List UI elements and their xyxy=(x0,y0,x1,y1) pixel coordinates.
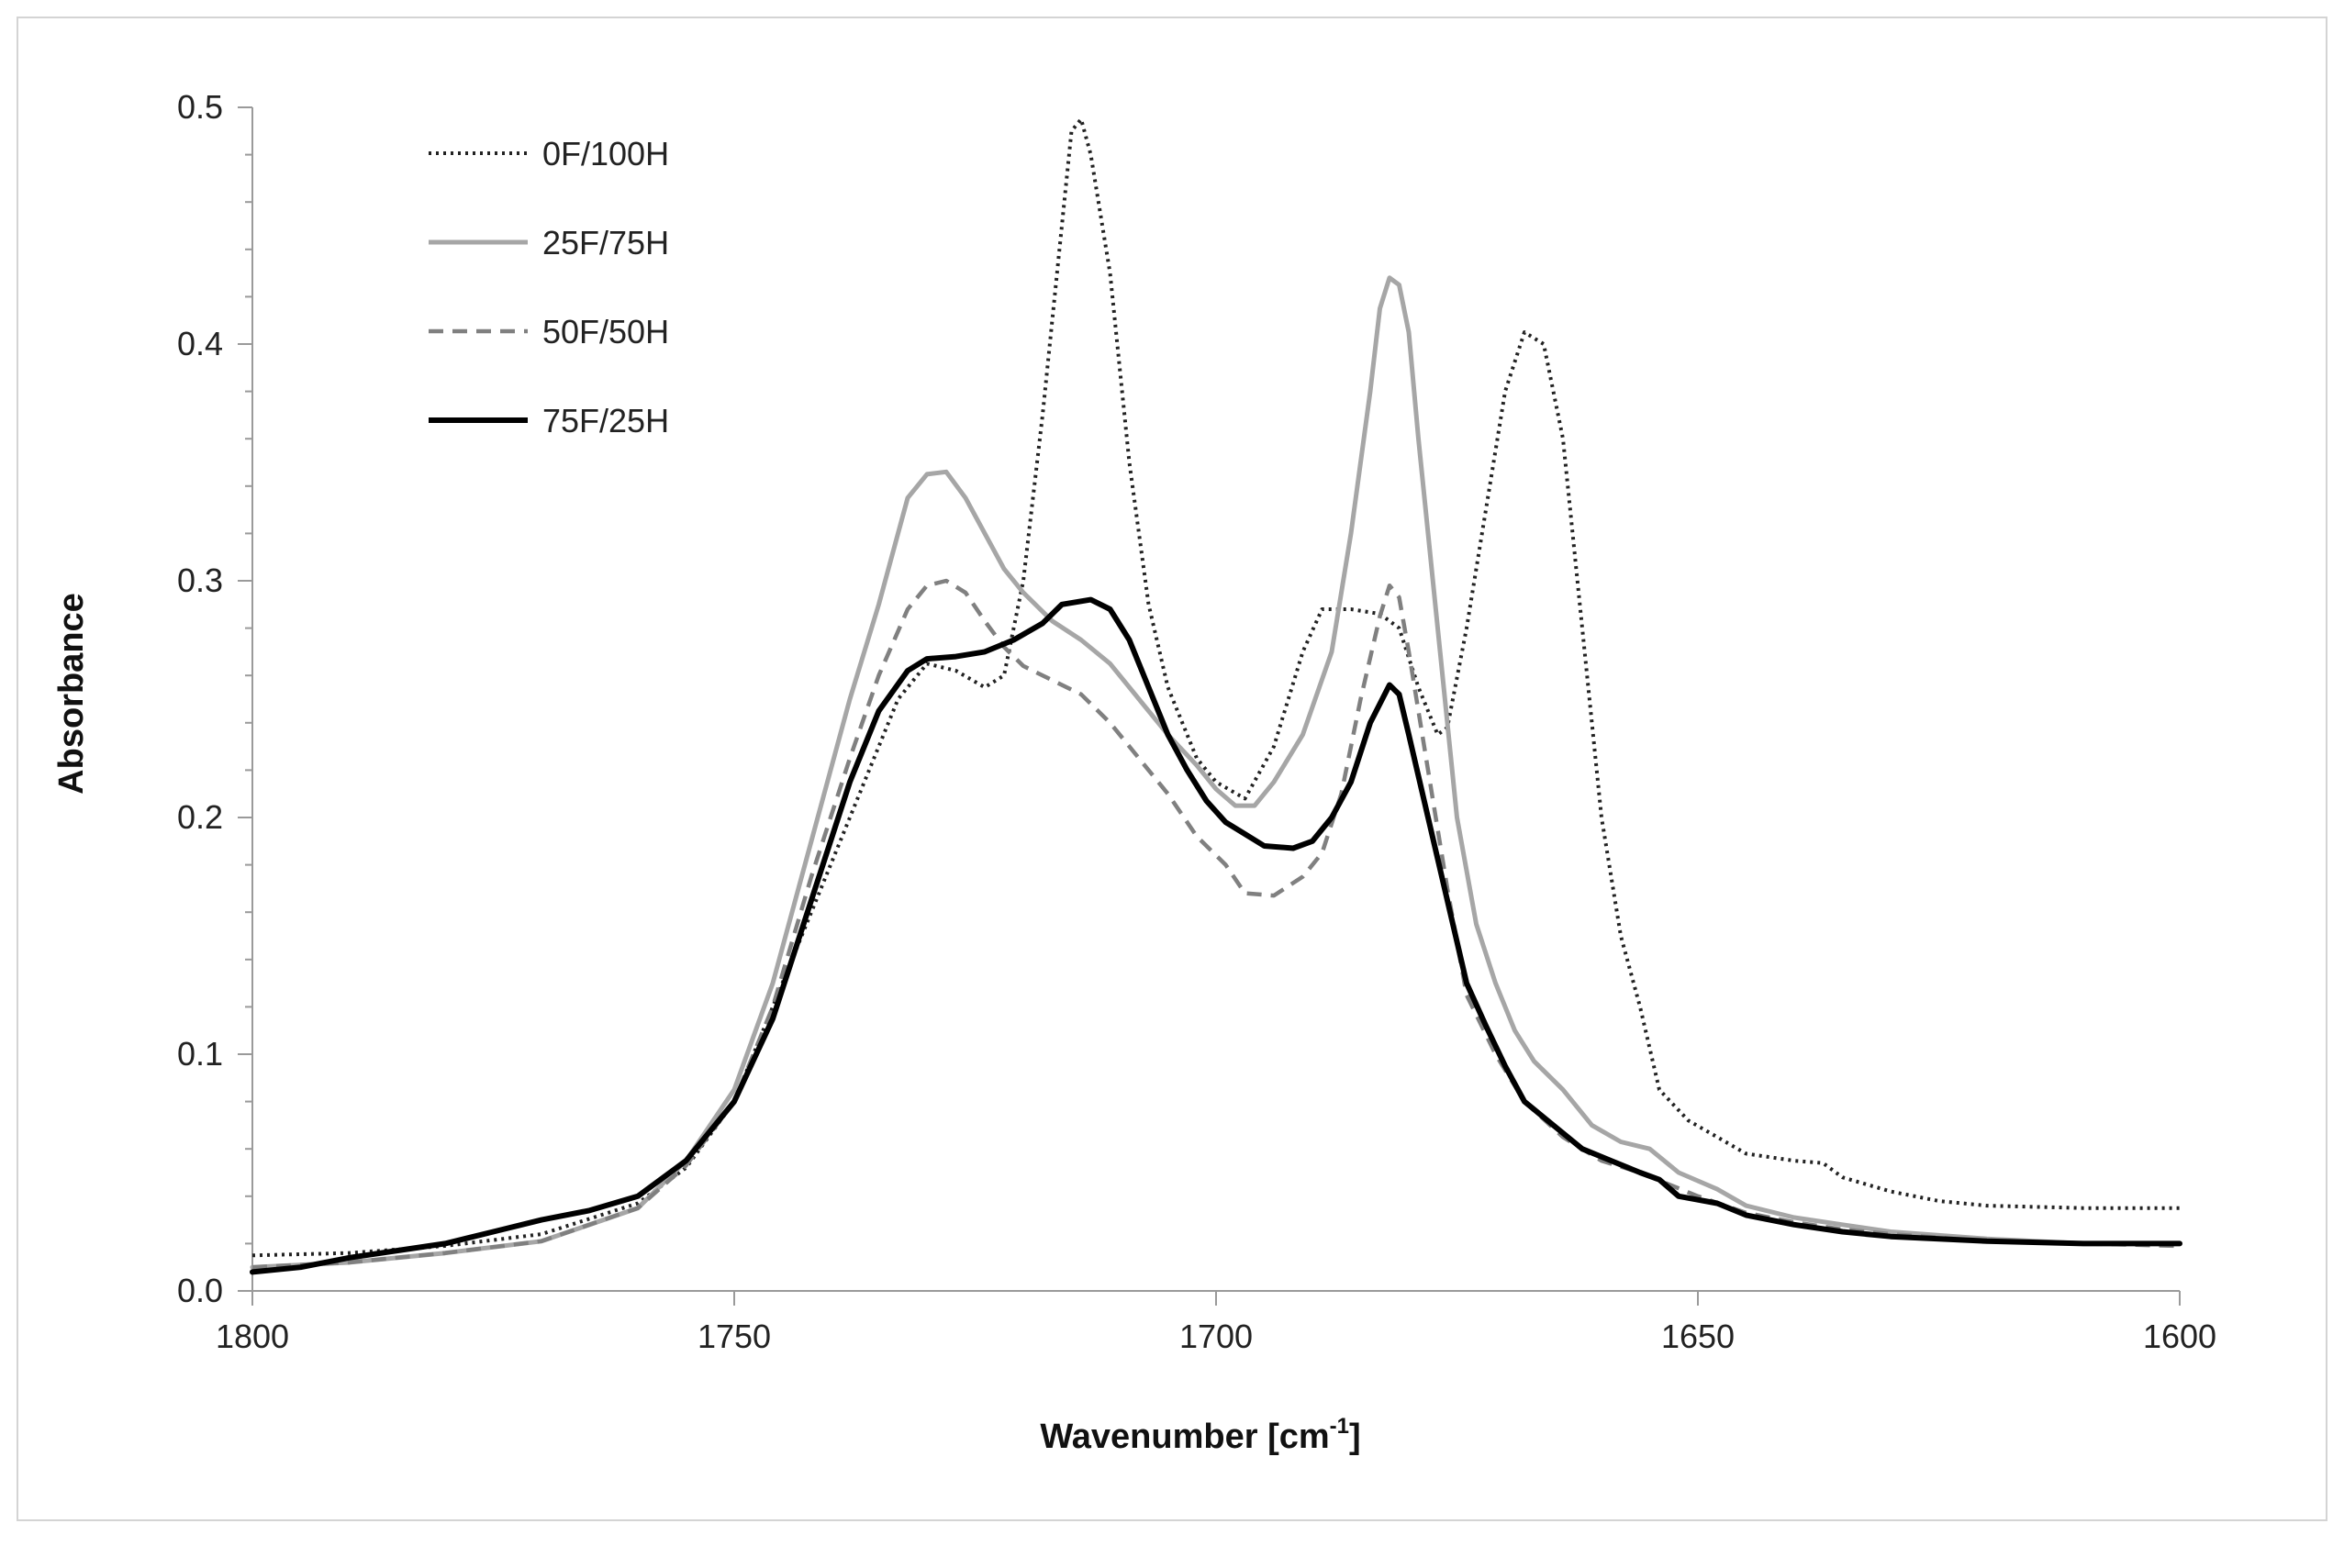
x-axis-title-superscript: -1 xyxy=(1330,1414,1349,1439)
x-tick-label: 1800 xyxy=(216,1318,289,1355)
series-line-2 xyxy=(251,578,2181,1270)
y-tick-label: 0.1 xyxy=(177,1035,223,1073)
series-line-0 xyxy=(251,117,2180,1258)
x-tick-label: 1750 xyxy=(698,1318,771,1355)
y-tick-label: 0.3 xyxy=(177,562,223,599)
chart-frame: 0.0 0.1 0.2 0.3 0.4 0.5 1800 1750 1700 1650 1600 0… xyxy=(17,17,2327,1521)
x-axis-title-suffix: ] xyxy=(1349,1418,1361,1456)
y-tick-label: 0.4 xyxy=(177,325,223,362)
x-axis-title: Wavenumber [cm-1] xyxy=(1040,1414,1360,1456)
y-tick-label: 0.0 xyxy=(177,1272,223,1309)
absorbance-chart: 0.0 0.1 0.2 0.3 0.4 0.5 1800 1750 1700 1650 1600 0… xyxy=(52,88,2216,1456)
y-tick-label: 0.5 xyxy=(177,88,223,126)
series-lines xyxy=(250,117,2182,1275)
x-axis-title-main: Wavenumber [cm xyxy=(1040,1418,1329,1456)
y-axis-title: Absorbance xyxy=(52,593,91,795)
legend-label-0: 0F/100H xyxy=(542,135,669,172)
series-line-1 xyxy=(250,275,2182,1270)
x-tick-label: 1700 xyxy=(1179,1318,1253,1355)
legend-label-3: 75F/25H xyxy=(542,402,669,439)
legend: 0F/100H 25F/75H 50F/50H 75F/25H xyxy=(429,135,669,439)
x-tick-label: 1650 xyxy=(1661,1318,1735,1355)
legend-label-2: 50F/50H xyxy=(542,313,669,350)
series-line-3 xyxy=(250,596,2182,1275)
legend-label-1: 25F/75H xyxy=(542,224,669,261)
axes: 0.0 0.1 0.2 0.3 0.4 0.5 1800 1750 1700 1650 1600 xyxy=(177,88,2216,1355)
x-tick-label: 1600 xyxy=(2143,1318,2216,1355)
y-tick-label: 0.2 xyxy=(177,798,223,836)
